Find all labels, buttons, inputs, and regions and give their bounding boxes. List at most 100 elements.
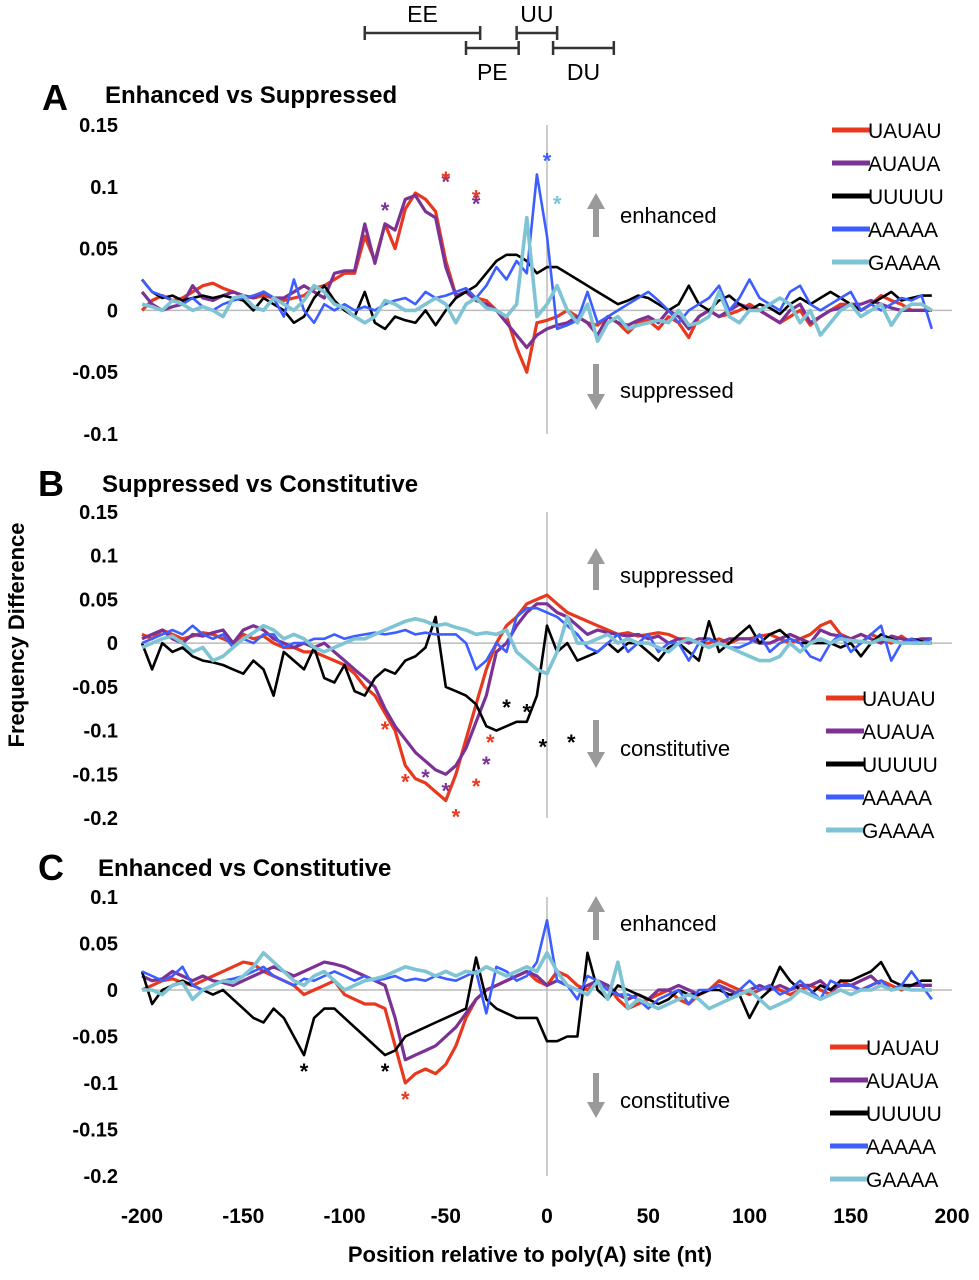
legend-label: UAUAU: [866, 1037, 940, 1060]
y-tick-label: -0.1: [84, 1073, 118, 1095]
panel-letter: B: [38, 463, 64, 504]
legend-label: UAUAU: [862, 688, 936, 711]
region-label-uu: UU: [520, 1, 553, 27]
series-line-gaaaa: [141, 615, 932, 676]
y-tick-label: 0: [107, 300, 118, 322]
y-tick-label: -0.15: [72, 1120, 118, 1142]
significance-star: *: [441, 169, 450, 194]
down-label: constitutive: [620, 736, 730, 761]
series-line-uauau: [141, 960, 932, 1085]
x-tick-label: -150: [222, 1205, 264, 1228]
region-label-ee: EE: [407, 1, 438, 27]
y-tick-label: 0.1: [90, 887, 118, 909]
region-label-pe: PE: [477, 59, 508, 85]
up-label: suppressed: [620, 563, 734, 588]
series-line-aaaaa: [141, 606, 933, 671]
x-tick-label: 200: [934, 1205, 969, 1228]
significance-star: *: [567, 730, 576, 755]
x-tick-label: -200: [121, 1205, 163, 1228]
significance-star: *: [482, 752, 491, 777]
down-arrow-icon: [587, 394, 605, 410]
significance-star: *: [553, 192, 562, 217]
y-tick-label: 0.05: [79, 934, 118, 956]
significance-star: *: [381, 717, 390, 742]
y-tick-label: -0.05: [72, 677, 118, 699]
panel-b: B Suppressed vs Constitutive 0.15 0.1 0.05 0 -…: [38, 463, 952, 843]
significance-star: *: [401, 770, 410, 795]
legend-label: AUAUA: [862, 721, 934, 744]
y-tick-label: -0.1: [84, 424, 118, 446]
x-tick-label: 150: [833, 1205, 868, 1228]
series-line-gaaaa: [141, 215, 933, 344]
y-tick-label: -0.15: [72, 764, 118, 786]
series-line-aaaaa: [141, 918, 933, 1015]
up-label: enhanced: [620, 911, 717, 936]
significance-star: *: [441, 778, 450, 803]
up-arrow-icon: [587, 193, 605, 209]
up-arrow-icon: [587, 896, 605, 912]
legend-label: UUUUU: [866, 1103, 942, 1126]
y-tick-label: 0.15: [79, 502, 118, 524]
x-tick-label: 0: [541, 1205, 553, 1228]
legend-label: UAUAU: [868, 120, 942, 143]
legend-label: AUAUA: [866, 1070, 938, 1093]
x-tick-label: -50: [431, 1205, 461, 1228]
region-label-du: DU: [567, 59, 600, 85]
y-axis-label: Frequency Difference: [4, 523, 29, 748]
significance-star: *: [522, 700, 531, 725]
x-tick-label: -100: [323, 1205, 365, 1228]
series-line-auaua: [141, 602, 932, 776]
legend-label: UUUUU: [862, 754, 938, 777]
x-tick-label: 100: [732, 1205, 767, 1228]
series-line-gaaaa: [142, 950, 932, 1011]
y-tick-label: 0.05: [79, 589, 118, 611]
y-tick-label: -0.2: [84, 808, 118, 830]
down-label: suppressed: [620, 378, 734, 403]
significance-star: *: [441, 167, 450, 192]
y-tick-label: 0: [107, 633, 118, 655]
y-tick-label: 0.15: [79, 115, 118, 137]
significance-star: *: [472, 192, 481, 217]
panel-c: C Enhanced vs Constitutive 0.1 0.05 0 -0.05 -0…: [38, 847, 952, 1192]
panel-letter: A: [42, 77, 68, 118]
regions-bar: EE PE UU DU: [363, 1, 616, 85]
significance-star: *: [539, 735, 548, 760]
legend-label: AAAAA: [866, 1136, 936, 1159]
y-tick-label: -0.05: [72, 362, 118, 384]
series-line-uauau: [140, 191, 932, 374]
significance-star: *: [502, 695, 511, 720]
y-tick-label: 0.05: [79, 239, 118, 261]
x-tick-label: 50: [637, 1205, 660, 1228]
legend-label: AUAUA: [868, 153, 940, 176]
legend-label: UUUUU: [868, 186, 944, 209]
significance-star: *: [486, 730, 495, 755]
down-arrow-icon: [587, 752, 605, 768]
significance-star: *: [421, 765, 430, 790]
significance-star: *: [300, 1059, 309, 1084]
panel-title: Enhanced vs Constitutive: [98, 855, 391, 882]
significance-star: *: [543, 148, 552, 173]
significance-star: *: [472, 774, 481, 799]
series-line-uuuuu: [140, 615, 933, 732]
down-label: constitutive: [620, 1088, 730, 1113]
legend-label: AAAAA: [868, 219, 938, 242]
up-arrow-icon: [587, 548, 605, 564]
legend-label: GAAAA: [862, 820, 934, 843]
y-tick-label: -0.05: [72, 1027, 118, 1049]
significance-star: *: [381, 1059, 390, 1084]
y-tick-label: -0.1: [84, 721, 118, 743]
x-tick-labels: -200 -150 -100 -50 0 50 100 150 200: [121, 1205, 970, 1228]
series-line-auaua: [141, 960, 932, 1062]
legend-label: AAAAA: [862, 787, 932, 810]
panel-title: Suppressed vs Constitutive: [102, 471, 418, 498]
series-line-uuuuu: [140, 253, 932, 331]
significance-star: *: [472, 186, 481, 211]
legend-label: GAAAA: [866, 1169, 938, 1192]
legend-label: GAAAA: [868, 252, 940, 275]
panel-letter: C: [38, 847, 64, 888]
significance-star: *: [401, 1087, 410, 1112]
panel-a: A Enhanced vs Suppressed 0.15 0.1 0.05 0 -0.05…: [42, 77, 952, 446]
significance-star: *: [381, 198, 390, 223]
up-label: enhanced: [620, 203, 717, 228]
